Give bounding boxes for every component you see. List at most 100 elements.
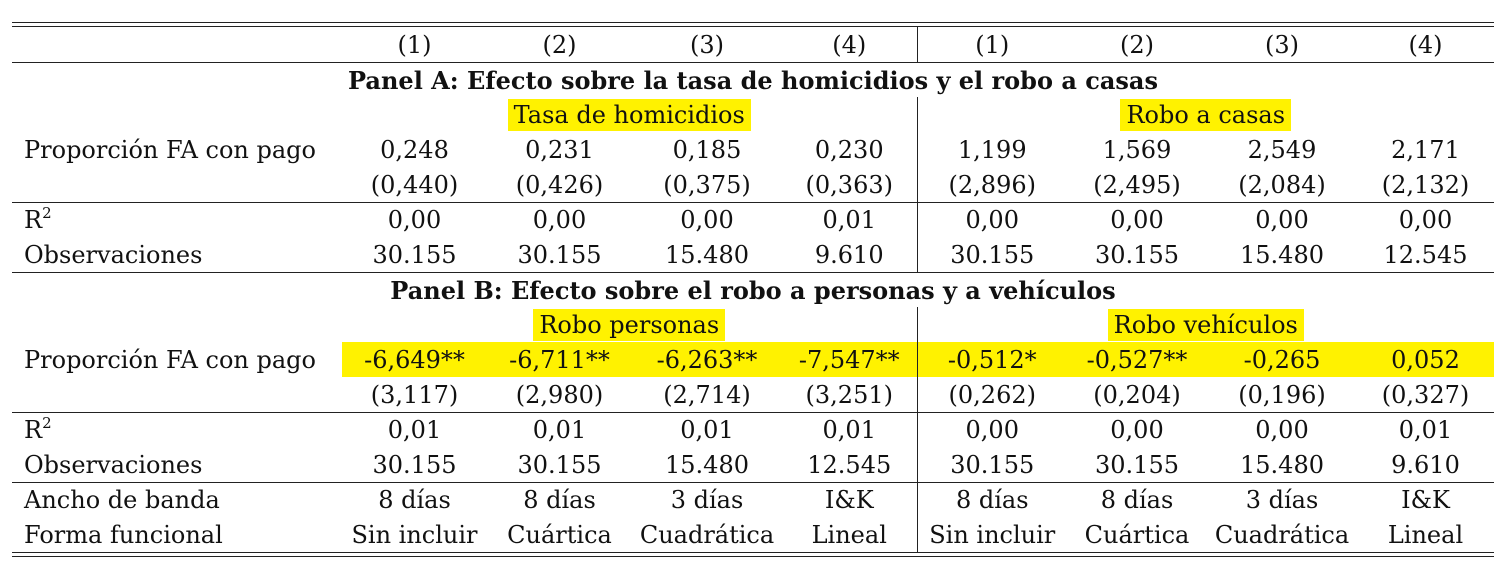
bandwidth-cell: I&K	[1357, 482, 1494, 517]
r2-cell: 0,00	[342, 202, 487, 237]
bandwidth-cell: 3 días	[1207, 482, 1357, 517]
panel-a-title: Panel A: Efecto sobre la tasa de homicid…	[12, 62, 1494, 97]
form-label: Forma funcional	[24, 520, 223, 549]
panel-b-title: Panel B: Efecto sobre el robo a personas…	[12, 272, 1494, 307]
obs-cell: 15.480	[1240, 240, 1324, 269]
bandwidth-cell: 8 días	[487, 482, 632, 517]
se-cell: (2,714)	[663, 380, 751, 409]
form-cell: Lineal	[1387, 520, 1464, 549]
se-empty	[12, 377, 342, 413]
coef-cell: 0,231	[525, 135, 594, 164]
r2-label: R2	[12, 412, 342, 447]
coef-cell: 2,549	[1247, 135, 1317, 164]
obs-cell: 15.480	[1240, 450, 1324, 479]
column-header-row: (1) (2) (3) (4) (1) (2) (3) (4)	[12, 27, 1494, 63]
obs-cell: 15.480	[665, 240, 749, 269]
se-cell: (0,204)	[1093, 380, 1181, 409]
panel-a-r2-row: R2 0,00 0,00 0,00 0,01 0,00 0,00 0,00 0,…	[12, 202, 1494, 237]
col-header: (4)	[832, 30, 867, 59]
obs-label: Observaciones	[24, 450, 203, 479]
se-cell: (0,440)	[370, 170, 459, 199]
r2-cell: 0,00	[632, 202, 782, 237]
panel-b-group-right: Robo vehículos	[1107, 308, 1304, 341]
r2-cell: 0,00	[487, 202, 632, 237]
form-cell: Cuártica	[1084, 520, 1190, 549]
group-empty	[12, 97, 342, 132]
r2-cell: 0,01	[1357, 412, 1494, 447]
coef-cell: -6,649**	[342, 342, 487, 377]
obs-cell: 30.155	[517, 240, 602, 269]
r2-cell: 0,00	[1207, 412, 1357, 447]
panel-a-title-row: Panel A: Efecto sobre la tasa de homicid…	[12, 62, 1494, 97]
bandwidth-label: Ancho de banda	[12, 482, 342, 517]
obs-cell: 30.155	[916, 447, 1067, 483]
se-cell: (0,426)	[515, 170, 604, 199]
obs-cell: 12.545	[807, 450, 892, 479]
col-header: (3)	[1265, 30, 1299, 59]
form-row: Forma funcional Sin incluir Cuártica Cua…	[12, 517, 1494, 552]
r2-cell: 0,00	[1357, 202, 1494, 237]
obs-cell: 15.480	[665, 450, 749, 479]
coef-cell: 1,569	[1102, 135, 1172, 164]
panel-a-group-right: Robo a casas	[1120, 98, 1292, 131]
obs-cell: 9.610	[1391, 450, 1460, 479]
panel-b-r2-row: R2 0,01 0,01 0,01 0,01 0,00 0,00 0,00 0,…	[12, 412, 1494, 447]
panel-b-coef-row: Proporción FA con pago -6,649** -6,711**…	[12, 342, 1494, 377]
form-cell: Cuadrática	[1214, 520, 1350, 549]
top-double-rule	[12, 22, 1494, 27]
header-empty	[12, 27, 342, 63]
r2-cell: 0,01	[487, 412, 632, 447]
obs-cell: 30.155	[372, 240, 457, 269]
se-cell: (3,251)	[805, 380, 893, 409]
coef-cell: 1,199	[916, 132, 1067, 167]
r2-label-text: R	[24, 416, 43, 444]
r2-cell: 0,00	[916, 202, 1067, 237]
r2-cell: 0,01	[782, 412, 917, 447]
group-empty	[12, 307, 342, 342]
obs-cell: 30.155	[916, 237, 1067, 273]
se-cell: (2,495)	[1093, 170, 1181, 199]
form-cell: Lineal	[811, 520, 887, 549]
col-header: (4)	[1408, 30, 1443, 59]
col-header: (1)	[916, 27, 1067, 63]
r2-cell: 0,01	[782, 202, 917, 237]
obs-cell: 30.155	[1095, 240, 1179, 269]
results-table: (1) (2) (3) (4) (1) (2) (3) (4) Panel A:…	[12, 27, 1494, 552]
r2-label-text: R	[24, 206, 43, 234]
r2-cell: 0,00	[1207, 202, 1357, 237]
panel-b-title-row: Panel B: Efecto sobre el robo a personas…	[12, 272, 1494, 307]
se-cell: (2,980)	[515, 380, 604, 409]
se-cell: (3,117)	[370, 380, 459, 409]
coef-cell: 0,248	[380, 135, 449, 164]
r2-label: R2	[12, 202, 342, 237]
bandwidth-cell: 3 días	[632, 482, 782, 517]
obs-label: Observaciones	[24, 240, 203, 269]
se-cell: (2,084)	[1238, 170, 1326, 199]
bandwidth-row: Ancho de banda 8 días 8 días 3 días I&K …	[12, 482, 1494, 517]
se-cell: (0,375)	[663, 170, 751, 199]
coef-cell: 0,230	[814, 135, 884, 164]
form-cell: Sin incluir	[351, 520, 478, 549]
bandwidth-cell: 8 días	[342, 482, 487, 517]
coef-cell: -6,263**	[632, 342, 782, 377]
panel-a-group-row: Tasa de homicidios Robo a casas	[12, 97, 1494, 132]
r2-cell: 0,00	[916, 412, 1067, 447]
panel-b-obs-row: Observaciones 30.155 30.155 15.480 12.54…	[12, 447, 1494, 483]
obs-cell: 9.610	[814, 240, 884, 269]
panel-b-group-left-cell: Robo personas	[342, 307, 917, 342]
r2-cell: 0,01	[342, 412, 487, 447]
se-empty	[12, 167, 342, 203]
se-cell: (0,262)	[916, 377, 1067, 413]
row-label: Proporción FA con pago	[24, 135, 316, 164]
r2-superscript: 2	[42, 414, 52, 432]
obs-cell: 30.155	[1095, 450, 1179, 479]
r2-cell: 0,00	[1067, 202, 1207, 237]
coef-cell: 2,171	[1391, 135, 1460, 164]
r2-superscript: 2	[42, 204, 52, 222]
panel-a-se-row: (0,440) (0,426) (0,375) (0,363) (2,896) …	[12, 167, 1494, 203]
col-header: (1)	[397, 30, 432, 59]
coef-cell: -0,512*	[916, 342, 1067, 377]
se-cell: (2,132)	[1381, 170, 1470, 199]
col-header: (2)	[542, 30, 577, 59]
regression-table: (1) (2) (3) (4) (1) (2) (3) (4) Panel A:…	[12, 22, 1494, 557]
